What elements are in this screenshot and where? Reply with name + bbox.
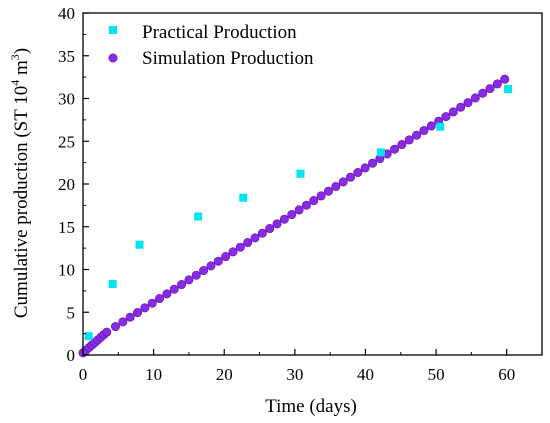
simulation-point bbox=[470, 93, 480, 103]
x-tick-label: 10 bbox=[145, 365, 162, 384]
simulation-point bbox=[485, 84, 495, 94]
legend-label-practical: Practical Production bbox=[142, 22, 297, 43]
simulation-point bbox=[441, 112, 451, 122]
simulation-point bbox=[235, 242, 245, 252]
legend-marker-simulation bbox=[108, 53, 118, 63]
legend-marker-practical bbox=[109, 26, 117, 34]
simulation-point bbox=[184, 275, 194, 285]
simulation-point bbox=[456, 102, 466, 112]
simulation-point bbox=[279, 214, 289, 224]
y-tick-label: 40 bbox=[58, 4, 75, 23]
x-tick-label: 30 bbox=[286, 365, 303, 384]
simulation-point bbox=[213, 256, 223, 266]
simulation-point bbox=[404, 135, 414, 145]
practical-point bbox=[108, 280, 117, 289]
simulation-point bbox=[426, 121, 436, 131]
practical-point bbox=[504, 85, 513, 94]
simulation-point bbox=[272, 219, 282, 229]
practical-point bbox=[376, 148, 385, 157]
simulation-point bbox=[169, 284, 179, 294]
y-tick-label: 10 bbox=[58, 261, 75, 280]
simulation-point bbox=[301, 200, 311, 210]
simulation-point bbox=[102, 327, 112, 337]
practical-point bbox=[296, 169, 305, 178]
simulation-point bbox=[412, 130, 422, 140]
simulation-point bbox=[162, 289, 172, 299]
simulation-point bbox=[323, 186, 333, 196]
simulation-point bbox=[338, 177, 348, 187]
simulation-point bbox=[133, 308, 143, 318]
simulation-point bbox=[463, 98, 473, 108]
simulation-point bbox=[147, 298, 157, 308]
simulation-point bbox=[206, 261, 216, 271]
x-axis-title: Time (days) bbox=[265, 396, 357, 417]
x-tick-label: 20 bbox=[216, 365, 233, 384]
simulation-point bbox=[294, 205, 304, 215]
y-axis-title: Cumulative production (ST 104 m3) bbox=[8, 48, 32, 318]
practical-point bbox=[239, 193, 248, 202]
simulation-point bbox=[316, 191, 326, 201]
plot-area bbox=[78, 74, 513, 358]
simulation-point bbox=[368, 158, 378, 168]
practical-point bbox=[194, 212, 203, 221]
y-tick-label: 35 bbox=[58, 47, 75, 66]
x-tick-label: 60 bbox=[498, 365, 515, 384]
y-tick-label: 15 bbox=[58, 218, 75, 237]
simulation-point bbox=[448, 107, 458, 117]
legend-label-simulation: Simulation Production bbox=[142, 48, 314, 69]
simulation-point bbox=[309, 196, 319, 206]
x-tick-label: 50 bbox=[428, 365, 445, 384]
simulation-point bbox=[177, 280, 187, 290]
simulation-point bbox=[492, 79, 502, 89]
axes bbox=[82, 12, 543, 356]
x-tick-label: 40 bbox=[357, 365, 374, 384]
y-tick-label: 25 bbox=[58, 132, 75, 151]
simulation-point bbox=[228, 247, 238, 257]
simulation-point bbox=[478, 88, 488, 98]
y-tick-label: 30 bbox=[58, 90, 75, 109]
x-tick-label: 0 bbox=[79, 365, 88, 384]
simulation-point bbox=[390, 144, 400, 154]
simulation-point bbox=[221, 252, 231, 262]
simulation-point bbox=[397, 140, 407, 150]
legend: Practical Production Simulation Producti… bbox=[108, 22, 314, 69]
simulation-point bbox=[191, 270, 201, 280]
simulation-point bbox=[331, 182, 341, 192]
practical-point bbox=[436, 122, 445, 131]
simulation-point bbox=[287, 210, 297, 220]
simulation-point bbox=[345, 172, 355, 182]
simulation-point bbox=[360, 163, 370, 173]
simulation-point bbox=[243, 238, 253, 248]
simulation-point bbox=[500, 74, 510, 84]
tick-labels: 0 10 20 30 40 50 60 0 5 10 15 20 25 30 35 40 bbox=[58, 4, 515, 384]
simulation-point bbox=[125, 312, 135, 322]
y-tick-label: 20 bbox=[58, 175, 75, 194]
simulation-point bbox=[257, 228, 267, 238]
y-tick-label: 5 bbox=[67, 303, 76, 322]
simulation-point bbox=[265, 224, 275, 234]
practical-point bbox=[84, 332, 93, 341]
simulation-point bbox=[118, 317, 128, 327]
simulation-point bbox=[155, 294, 165, 304]
simulation-point bbox=[419, 126, 429, 136]
simulation-point bbox=[353, 168, 363, 178]
practical-point bbox=[135, 240, 144, 249]
simulation-point bbox=[110, 322, 120, 332]
y-tick-label: 0 bbox=[67, 346, 76, 365]
simulation-point bbox=[199, 266, 209, 276]
simulation-point bbox=[250, 233, 260, 243]
simulation-point bbox=[140, 303, 150, 313]
